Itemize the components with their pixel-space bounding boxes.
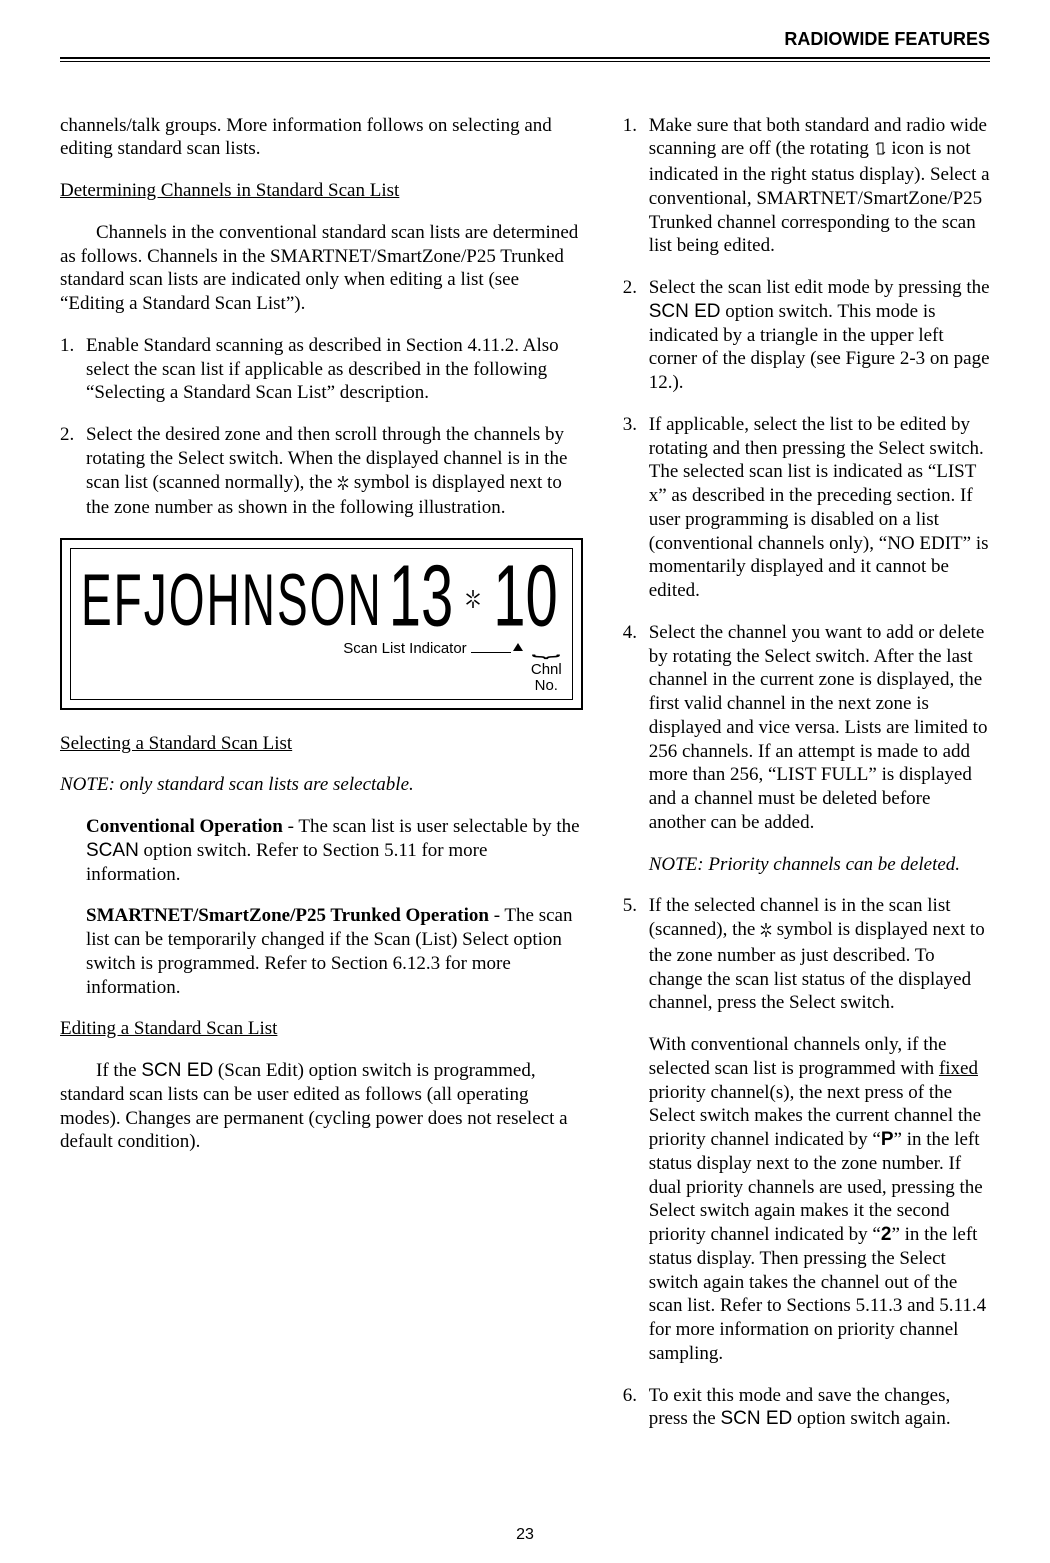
smartnet-op: SMARTNET/SmartZone/P25 Trunked Operation… — [86, 904, 583, 999]
rule-thick — [60, 57, 990, 59]
left-step-1: 1. Enable Standard scanning as described… — [60, 334, 583, 405]
para-editing: If the SCN ED (Scan Edit) option switch … — [60, 1059, 583, 1154]
right-step-1: 1. Make sure that both standard and radi… — [623, 114, 990, 259]
step-text: Select the scan list edit mode by pressi… — [649, 277, 990, 393]
list-number: 2. — [623, 276, 637, 300]
note-priority: NOTE: Priority channels can be deleted. — [649, 853, 990, 877]
right-step-3: 3. If applicable, select the list to be … — [623, 413, 990, 603]
list-number: 6. — [623, 1384, 637, 1408]
left-step-2: 2. Select the desired zone and then scro… — [60, 423, 583, 520]
list-number: 5. — [623, 894, 637, 918]
left-column: channels/talk groups. More information f… — [60, 114, 583, 1450]
step-text: Select the desired zone and then scroll … — [86, 424, 567, 518]
intro-para: channels/talk groups. More information f… — [60, 114, 583, 162]
page-number: 23 — [0, 1525, 1050, 1545]
page-header: RADIOWIDE FEATURES — [60, 28, 990, 57]
right-step-6: 6. To exit this mode and save the change… — [623, 1384, 990, 1432]
right-step-4: 4. Select the channel you want to add or… — [623, 621, 990, 877]
heading-editing: Editing a Standard Scan List — [60, 1017, 583, 1041]
step-5-para: With conventional channels only, if the … — [649, 1033, 990, 1366]
heading-determining: Determining Channels in Standard Scan Li… — [60, 179, 583, 203]
list-number: 1. — [623, 114, 637, 138]
scan-star-icon — [337, 473, 349, 497]
right-column: 1. Make sure that both standard and radi… — [623, 114, 990, 1450]
list-number: 4. — [623, 621, 637, 645]
conventional-op: Conventional Operation - The scan list i… — [86, 815, 583, 886]
list-number: 2. — [60, 423, 74, 447]
step-text: If applicable, select the list to be edi… — [649, 414, 989, 601]
step-text: Enable Standard scanning as described in… — [86, 335, 559, 404]
list-number: 1. — [60, 334, 74, 358]
lcd-text: EFJOHNSON — [81, 555, 383, 647]
step-text: Select the channel you want to add or de… — [649, 622, 988, 833]
step-text: If the selected channel is in the scan l… — [649, 895, 985, 1013]
para-determining: Channels in the conventional standard sc… — [60, 221, 583, 316]
right-step-5: 5. If the selected channel is in the sca… — [623, 894, 990, 1365]
rotating-scan-icon — [874, 139, 887, 163]
annot-chnl-no: ⏟ Chnl No. — [531, 640, 562, 695]
lcd-illustration: EFJOHNSON 13 10 Scan List Indicator ⏟ Ch… — [60, 538, 583, 710]
scan-star-icon — [760, 920, 772, 944]
step-text: To exit this mode and save the changes, … — [649, 1385, 951, 1430]
rule-thin — [60, 61, 990, 62]
right-step-2: 2. Select the scan list edit mode by pre… — [623, 276, 990, 395]
step-text: Make sure that both standard and radio w… — [649, 115, 990, 257]
lcd-scan-indicator-icon — [465, 589, 481, 617]
lcd-zone-number: 13 — [389, 543, 454, 652]
heading-selecting: Selecting a Standard Scan List — [60, 732, 583, 756]
list-number: 3. — [623, 413, 637, 437]
note-selectable: NOTE: only standard scan lists are selec… — [60, 773, 583, 797]
